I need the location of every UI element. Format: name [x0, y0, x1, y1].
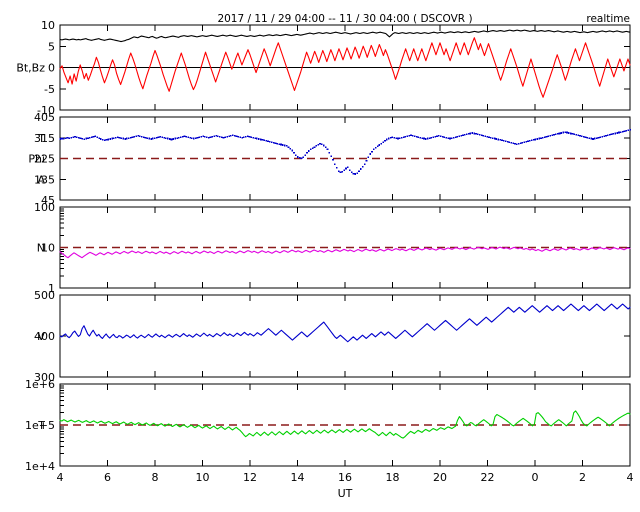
y-tick-label: 10: [41, 19, 55, 32]
x-tick-label: 18: [386, 471, 400, 484]
y-tick-label: -10: [37, 104, 55, 117]
y-axis-label-a: A: [37, 173, 45, 186]
y-tick-label: 300: [34, 371, 55, 384]
series-Bz: [59, 37, 631, 98]
y-axis-label-v: V: [37, 330, 45, 343]
y-tick-label: 1e+4: [25, 460, 55, 473]
series-Bt: [59, 29, 631, 43]
x-tick-label: 22: [481, 471, 495, 484]
y-axis-label-n: N: [37, 242, 45, 255]
y-tick-label: 315: [34, 132, 55, 145]
y-axis-label-t: T: [37, 132, 45, 145]
x-tick-label: 12: [243, 471, 257, 484]
y-tick-label: 1: [48, 282, 55, 295]
x-tick-label: 20: [433, 471, 447, 484]
panel-magnetic-field: 10 5 0 -5 -10 Bt,Bz: [16, 19, 631, 117]
x-axis-label: UT: [338, 487, 353, 500]
panel-phi-angle: 405 315 225 135 45 T Phi A: [28, 111, 631, 207]
y-tick-label: 500: [34, 289, 55, 302]
y-tick-label: 135: [34, 173, 55, 186]
y-tick-label: 5: [48, 40, 55, 53]
x-tick-label: 14: [291, 471, 305, 484]
y-axis-label-phi: Phi: [28, 153, 45, 166]
x-tick-label: 0: [532, 471, 539, 484]
y-tick-label: 225: [34, 153, 55, 166]
x-tick-label: 4: [57, 471, 64, 484]
y-tick-label: 400: [34, 330, 55, 343]
x-tick-label: 8: [152, 471, 159, 484]
y-axis-label-t: T: [37, 419, 45, 432]
y-tick-label: 1e+6: [25, 378, 55, 391]
y-tick-label: 1e+5: [25, 419, 55, 432]
chart-title: 2017 / 11 / 29 04:00 -- 11 / 30 04:00 ( …: [217, 13, 472, 25]
realtime-label: realtime: [586, 13, 630, 25]
y-axis-label-btbz: Bt,Bz: [16, 62, 45, 75]
series-N: [59, 246, 631, 259]
y-tick-label: 405: [34, 111, 55, 124]
series-Phi: [59, 128, 631, 175]
x-tick-label: 16: [338, 471, 352, 484]
x-tick-label: 2: [579, 471, 586, 484]
y-tick-label: 0: [48, 62, 55, 75]
x-tick-label: 6: [104, 471, 111, 484]
y-tick-label: 10: [41, 242, 55, 255]
series-V: [59, 303, 631, 343]
x-tick-label: 10: [196, 471, 210, 484]
panel-solar-wind-speed: 500 400 300 V: [34, 289, 631, 384]
panel-proton-temperature: 1e+6 1e+5 1e+4 T: [25, 378, 631, 473]
y-tick-label: -5: [44, 83, 55, 96]
panel-proton-density: 100 10 1 N: [34, 201, 631, 295]
series-T: [59, 410, 631, 439]
y-tick-label: 45: [41, 194, 55, 207]
y-tick-label: 100: [34, 201, 55, 214]
x-tick-label: 4: [627, 471, 634, 484]
